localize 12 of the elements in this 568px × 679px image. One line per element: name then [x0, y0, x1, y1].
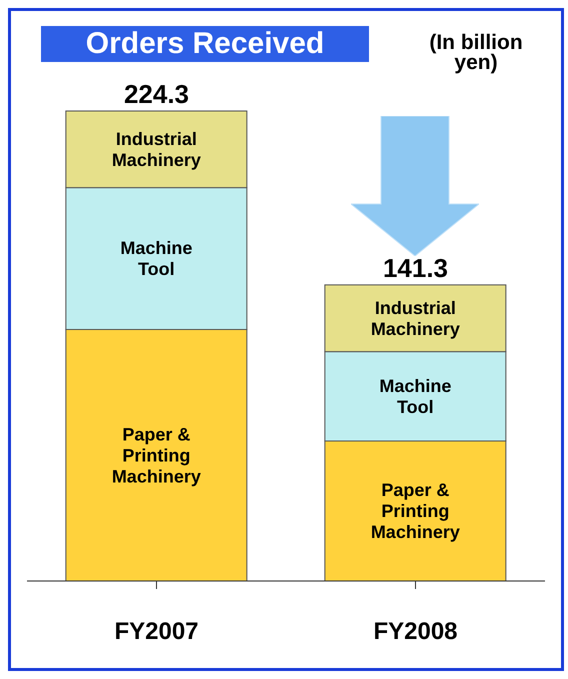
series-label: Machine Tool — [379, 376, 452, 417]
series-label: Paper & Printing Machinery — [370, 480, 460, 542]
series-label: Industrial Machinery — [370, 298, 460, 339]
x-tick-label: FY2008 — [373, 618, 458, 645]
annotation: 141.3 — [382, 252, 448, 283]
x-tick-label: FY2007 — [114, 618, 199, 645]
annotation: 224.3 — [124, 79, 190, 109]
chart-title: Orders Received — [41, 26, 369, 62]
text: (In billion yen) — [428, 31, 524, 74]
text: Paper & Printing Machinery — [112, 424, 201, 486]
text: Industrial Machinery — [112, 128, 201, 170]
text: Machine Tool — [120, 238, 192, 280]
